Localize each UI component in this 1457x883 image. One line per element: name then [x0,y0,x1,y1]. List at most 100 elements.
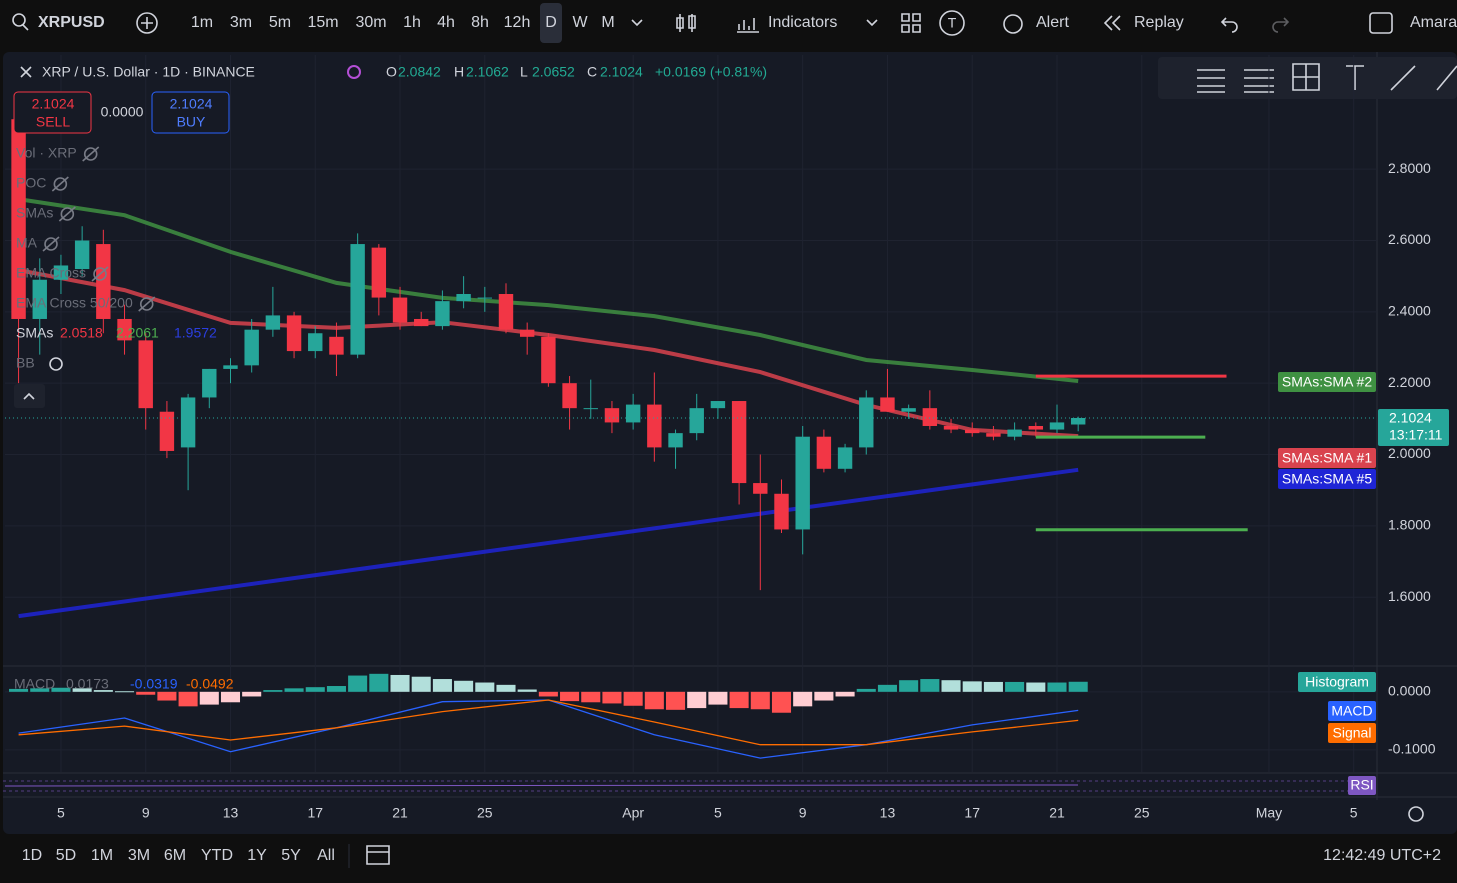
candle-body [901,408,916,412]
histogram-bar [454,680,474,692]
symbol[interactable]: XRPUSD [38,14,105,31]
hidden-icon[interactable] [60,207,75,221]
range-button[interactable]: 6M [164,847,186,864]
range-button[interactable]: 1Y [247,847,267,864]
x-tick-label: 21 [1049,805,1065,821]
histogram-bar [1047,682,1067,692]
candle-body [414,318,429,327]
interval-dropdown[interactable] [631,19,643,27]
hidden-icon[interactable] [53,177,68,191]
signal-value: -0.0492 [186,676,234,692]
interval-button[interactable]: 12h [504,14,531,31]
range-button[interactable]: 5D [56,847,76,864]
interval-button[interactable]: 15m [307,14,338,31]
hidden-icon[interactable] [83,147,98,161]
candle-body [11,119,26,319]
interval-button[interactable]: 8h [471,14,489,31]
add-symbol[interactable] [136,12,158,34]
series-tag [1328,723,1376,743]
tool[interactable] [1292,63,1320,91]
hidden-icon[interactable] [139,297,154,311]
indicator-name[interactable]: Vol · XRP [16,145,77,161]
hidden-icon[interactable] [49,357,63,371]
avatar[interactable] [939,10,965,36]
histogram-bar [263,690,283,692]
indicator-name[interactable]: POC [16,175,46,191]
alert-button[interactable]: Alert [1036,14,1069,31]
indicators-button[interactable]: Indicators [768,14,837,31]
range-button[interactable]: 5Y [281,847,301,864]
x-tick-label: 17 [307,805,323,821]
candle-body [138,340,153,409]
histogram-bar [665,691,686,710]
histogram-bar [729,691,749,709]
bottom-bar [0,836,1457,883]
sell-button[interactable] [13,91,92,134]
indicator-name[interactable]: EMA Cross 50/200 [16,295,133,311]
undo[interactable] [1220,17,1238,33]
interval-button[interactable]: 1m [191,14,213,31]
candle-body [668,433,683,448]
brush-tool[interactable] [1436,65,1457,91]
x-tick-label: Apr [622,805,644,821]
search-icon[interactable] [12,13,26,27]
candle-body [265,315,281,330]
line-tool[interactable] [1390,65,1416,91]
interval-button[interactable]: 4h [437,14,455,31]
sell-price: 2.1024 [32,96,75,112]
histogram-bar [750,691,770,710]
histogram-bar [305,687,325,692]
indicator-name[interactable]: MA [16,235,38,251]
range-button[interactable]: 1M [91,847,113,864]
y-tick-label: -0.1000 [1388,741,1436,757]
sma-value: 2.2061 [116,325,159,341]
labels: 1.6000 1.8000 2.0000 2.2000 2.4000 2.6000 2.80… [57,160,1449,821]
candle-body [880,397,895,412]
replay-button[interactable]: Replay [1134,14,1184,31]
hidden-icon[interactable] [44,237,58,251]
candle-body [731,401,747,484]
indicator-name[interactable]: BB [16,355,35,371]
go-to-date[interactable] [366,845,390,865]
indicator-name[interactable]: SMAs [16,205,53,221]
histogram-bar [284,688,304,692]
settings[interactable] [1408,806,1424,822]
user-name[interactable]: Amara [1410,14,1457,31]
interval-button[interactable]: 5m [269,14,291,31]
buy-button[interactable] [151,91,230,134]
fullscreen[interactable] [1369,12,1393,34]
range-button[interactable]: YTD [201,847,233,864]
top-toolbar [0,0,1457,46]
histogram-bar [157,691,177,701]
interval-button[interactable]: M [601,14,614,31]
avatar-letter: T [948,15,957,31]
range-button[interactable]: 3M [128,847,150,864]
series-tag-label: SMAs:SMA #1 [1282,450,1372,466]
indicators-dropdown[interactable] [866,19,878,27]
range-button[interactable]: All [317,847,335,864]
tool[interactable] [1244,69,1274,93]
hidden-icon[interactable] [93,267,107,281]
layouts[interactable] [901,13,921,33]
candle-body [1070,418,1086,425]
redo[interactable] [1272,17,1290,33]
sma-line [18,467,1079,619]
interval-button[interactable]: 1h [403,14,421,31]
histogram-bar [220,691,241,703]
text-tool[interactable] [1346,65,1364,90]
interval-button[interactable]: 3m [230,14,252,31]
tool[interactable] [1197,69,1225,93]
candle-body [456,294,471,302]
interval-button[interactable]: D [545,14,557,31]
indicator-name[interactable]: EMA Cross [16,265,86,281]
chart-panel [3,52,1457,834]
interval-button[interactable]: 30m [355,14,386,31]
indicator-list: Vol · XRP POC SMAs MA EMA Cross EMA Cross 50/… [16,145,156,312]
hidden-icon [82,146,100,162]
close-icon[interactable] [20,66,32,78]
range-button[interactable]: 1D [22,847,42,864]
rsi-tag-label: RSI [1350,777,1373,793]
interval-button[interactable]: W [572,14,588,31]
collapse-button[interactable] [14,384,45,408]
chart-type[interactable] [676,14,696,32]
